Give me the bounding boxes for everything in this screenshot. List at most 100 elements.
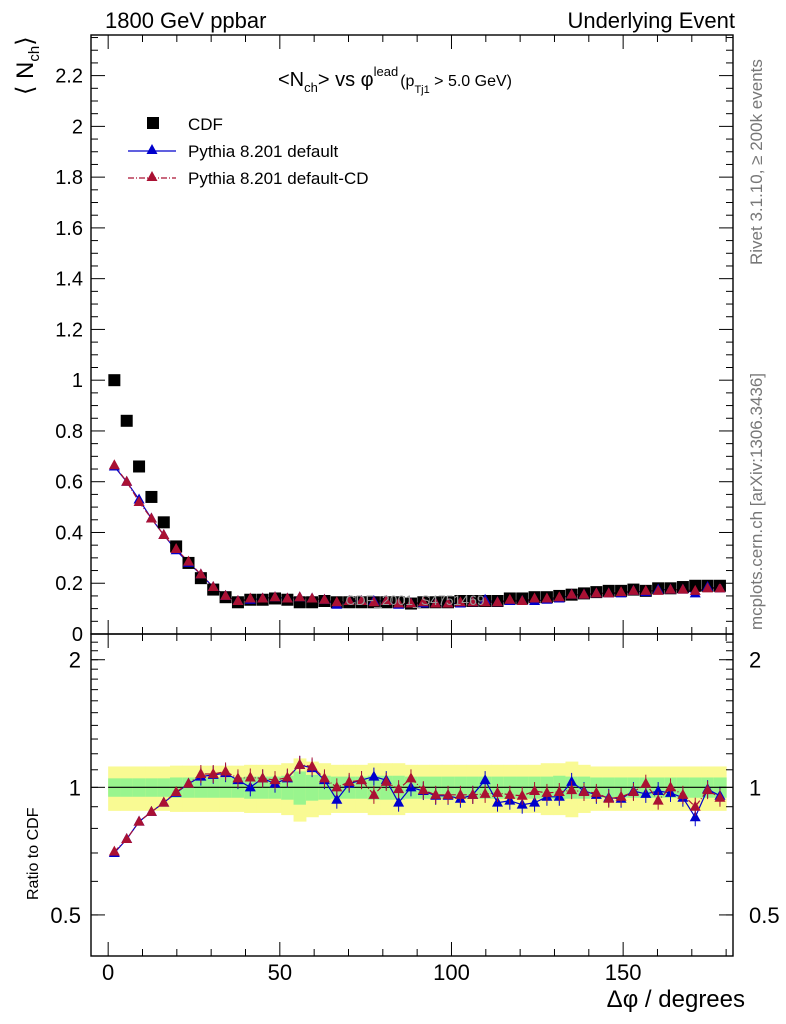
ratio-point-cd	[294, 758, 306, 769]
main-ylabel: ⟨ Nch⟩	[12, 36, 43, 95]
ratio-point-cd	[356, 774, 368, 785]
cd-point	[430, 597, 442, 608]
cd-point	[133, 496, 145, 507]
cd-point	[380, 595, 392, 606]
ratio-point-cd	[430, 788, 442, 799]
ratio-point-cd	[343, 775, 355, 786]
cd-point	[281, 592, 293, 603]
plot-title: <Nch> vs φlead(pTj1 > 5.0 GeV)	[278, 64, 512, 96]
cd-point	[566, 588, 578, 599]
y-tick-label: 2.2	[55, 66, 83, 88]
ratio-point-cd	[220, 765, 232, 776]
legend-marker-cdf	[147, 117, 159, 129]
ratio-point-cd	[417, 784, 429, 795]
ratio-point-cd	[652, 794, 664, 805]
ratio-point-cd	[541, 786, 553, 797]
ratio-point-cd	[603, 792, 615, 803]
ratio-point-cd	[269, 774, 281, 785]
cd-point	[183, 555, 195, 566]
legend-label-cd: Pythia 8.201 default-CD	[188, 169, 369, 188]
rivet-label: Rivet 3.1.10, ≥ 200k events	[747, 59, 766, 265]
cd-point	[368, 596, 380, 607]
title-lhs-sub: ch	[304, 80, 318, 95]
ratio-point-cd	[516, 789, 528, 800]
cd-point	[108, 459, 120, 470]
cd-point	[615, 586, 627, 597]
y-tick-label: 0.8	[55, 421, 83, 443]
cd-point	[244, 592, 256, 603]
title-paren-close: > 5.0 GeV)	[430, 73, 512, 90]
title-lhs: <N	[278, 69, 304, 91]
legend-label-default: Pythia 8.201 default	[188, 142, 339, 161]
cd-point	[640, 584, 652, 595]
legend-label-cdf: CDF	[188, 115, 223, 134]
ratio-point-cd	[615, 790, 627, 801]
ratio-y-tick-label: 2	[69, 648, 81, 673]
ratio-point-cd	[368, 788, 380, 799]
y-tick-label: 1.4	[55, 269, 83, 291]
y-tick-label: 1.8	[55, 167, 83, 189]
ratio-y-tick-label: 1	[69, 775, 81, 800]
cdf-point	[157, 516, 170, 529]
ratio-point-cd	[702, 784, 714, 795]
cdf-point	[145, 490, 158, 503]
cd-point	[220, 589, 232, 600]
cd-point	[269, 591, 281, 602]
cd-point	[516, 595, 528, 606]
ratio-point-cd	[689, 800, 701, 811]
ratio-point-cd	[491, 786, 503, 797]
cd-point	[405, 597, 417, 608]
x-tick-label: 0	[102, 960, 114, 985]
ratio-point-cd	[393, 783, 405, 794]
ratio-point-cd	[257, 772, 269, 783]
cd-point	[479, 596, 491, 607]
ylabel-main: ⟨ N	[12, 62, 39, 95]
ratio-point-cd	[504, 788, 516, 799]
cd-point	[170, 542, 182, 553]
ratio-panel: 0.5 0.5 1 1 2 2 0 50 100 150	[50, 633, 780, 985]
ratio-point-default	[652, 785, 664, 796]
cd-point	[331, 596, 343, 607]
cd-point	[306, 592, 318, 603]
cd-point	[232, 595, 244, 606]
ratio-point-cd	[207, 768, 219, 779]
x-tick-label: 100	[433, 960, 470, 985]
x-axis-label: Δφ / degrees	[607, 986, 745, 1013]
ratio-point-cd	[108, 845, 120, 856]
cdf-point	[133, 460, 146, 473]
cd-point	[442, 597, 454, 608]
ratio-point-default	[393, 796, 405, 807]
ratio-point-cd	[578, 785, 590, 796]
cd-point	[467, 596, 479, 607]
cd-point	[257, 592, 269, 603]
y-tick-label: 0.6	[55, 472, 83, 494]
cd-point	[714, 582, 726, 593]
header-left: 1800 GeV ppbar	[105, 8, 266, 33]
legend: CDF Pythia 8.201 default Pythia 8.201 de…	[128, 115, 369, 188]
cd-point	[529, 592, 541, 603]
cd-point	[158, 529, 170, 540]
ratio-point-cd	[281, 771, 293, 782]
ratio-point-cd	[244, 771, 256, 782]
cd-point	[343, 595, 355, 606]
ratio-y-tick-label-right: 2	[749, 648, 761, 673]
cd-point	[677, 583, 689, 594]
ratio-point-cd	[529, 785, 541, 796]
cd-point	[627, 584, 639, 595]
ratio-point-default	[331, 793, 343, 804]
cd-point	[145, 512, 157, 523]
mcplots-label: mcplots.cern.ch [arXiv:1306.3436]	[747, 373, 766, 630]
ratio-y-tick-label-right: 1	[749, 775, 761, 800]
main-panel: 0 0.2 0.4 0.6 0.8 1 1.2 1.4 1.6 1.8 2 2.2 CDF_2001_…	[55, 34, 734, 646]
y-tick-label: 0	[72, 624, 83, 646]
cd-point	[578, 588, 590, 599]
cd-point	[393, 597, 405, 608]
ratio-point-cd	[306, 760, 318, 771]
cd-point	[491, 596, 503, 607]
ratio-point-cd	[158, 796, 170, 807]
ratio-point-default	[640, 787, 652, 798]
cd-point	[541, 592, 553, 603]
ratio-point-cd	[714, 791, 726, 802]
x-tick-label: 150	[605, 960, 642, 985]
ratio-point-cd	[467, 788, 479, 799]
